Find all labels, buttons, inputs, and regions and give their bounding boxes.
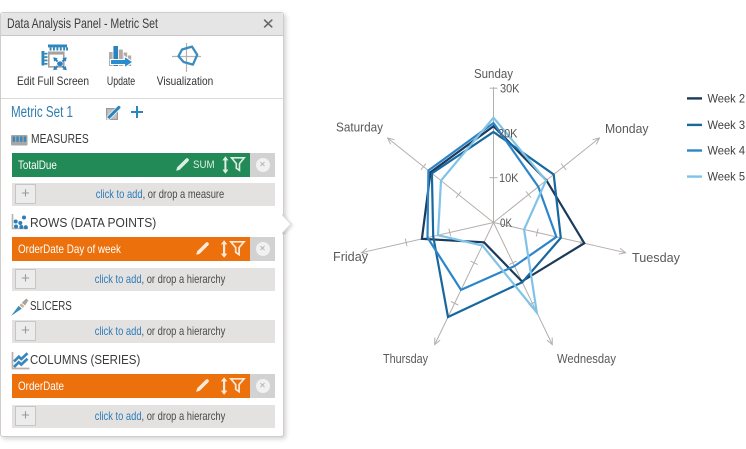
svg-text:0K: 0K (500, 216, 512, 230)
svg-text:20K: 20K (498, 127, 518, 141)
svg-text:Monday: Monday (605, 122, 649, 136)
svg-text:Wednesday: Wednesday (557, 352, 617, 366)
svg-text:10K: 10K (499, 171, 519, 185)
svg-text:Week 2: Week 2 (708, 92, 746, 106)
svg-text:Week 3: Week 3 (708, 118, 746, 132)
svg-text:Week 5: Week 5 (708, 170, 746, 184)
svg-text:30K: 30K (500, 82, 520, 96)
svg-text:Thursday: Thursday (383, 352, 429, 366)
svg-text:Week 4: Week 4 (708, 144, 746, 158)
svg-text:Saturday: Saturday (336, 121, 384, 135)
svg-text:Friday: Friday (333, 250, 369, 264)
svg-text:Tuesday: Tuesday (632, 251, 681, 265)
svg-text:Sunday: Sunday (474, 67, 514, 81)
